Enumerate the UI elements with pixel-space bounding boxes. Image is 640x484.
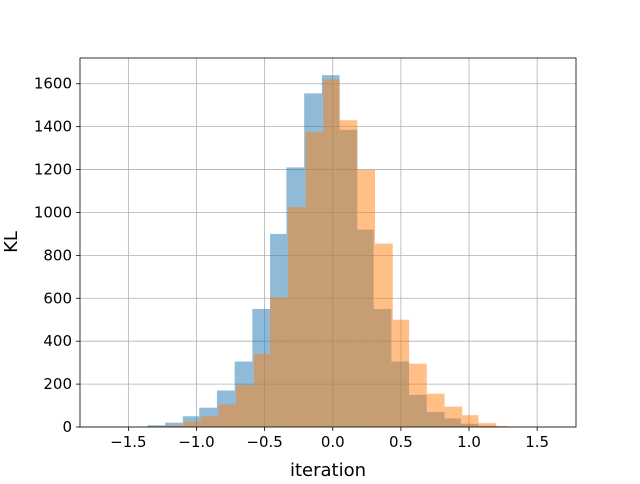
histogram-bar-series-2	[339, 120, 358, 427]
histogram-bar-series-2	[462, 415, 479, 427]
x-tick-label: −0.5	[246, 433, 282, 451]
y-tick-label: 1200	[34, 161, 72, 179]
y-tick-label: 800	[43, 246, 72, 264]
y-tick-label: 1000	[34, 203, 72, 221]
plot-frame	[79, 57, 577, 428]
histogram-bar-series-2	[392, 319, 410, 427]
x-tick-label: 1.5	[525, 433, 549, 451]
x-axis-label: iteration	[290, 460, 366, 480]
x-tick-label: 0.5	[389, 433, 413, 451]
bars-layer	[147, 75, 508, 428]
axes-layer: −1.5 −1.0 −0.5 0.0 0.5 1.0 1.5 0 200 400 600 800 100…	[34, 57, 577, 451]
y-tick-label: 1600	[34, 75, 72, 93]
y-tick-label: 200	[43, 375, 72, 393]
histogram-bar-series-2	[357, 169, 376, 427]
histogram-bar-series-2	[287, 207, 306, 427]
y-axis-label: KL	[1, 231, 22, 253]
y-tick-label: 0	[62, 418, 72, 436]
x-tick-label: 0.0	[321, 433, 345, 451]
x-tick-label: 1.0	[457, 433, 481, 451]
histogram-bar-series-1	[165, 422, 183, 427]
histogram-bar-series-2	[253, 354, 271, 427]
histogram-bar-series-2	[323, 79, 340, 427]
histogram-bar-series-2	[236, 385, 254, 427]
y-tick-label: 1400	[34, 118, 72, 136]
histogram-bar-series-2	[426, 393, 445, 427]
y-tick-label: 600	[43, 289, 72, 307]
histogram-bar-series-2	[200, 416, 219, 427]
histogram-bar-series-2	[375, 243, 393, 427]
histogram-bar-series-2	[496, 425, 508, 427]
histogram-bar-series-2	[166, 425, 185, 427]
histogram-bar-series-2	[270, 297, 288, 427]
histogram-bar-series-2	[478, 423, 497, 427]
x-tick-label: −1.5	[110, 433, 146, 451]
histogram-bar-series-2	[218, 404, 237, 427]
x-tick-label: −1.0	[178, 433, 214, 451]
histogram-bar-series-1	[147, 425, 166, 427]
histogram-bar-series-2	[305, 132, 324, 428]
histogram-bar-series-2	[444, 406, 463, 427]
histogram-bar-series-2	[409, 363, 427, 427]
histogram-bar-series-2	[184, 421, 201, 427]
y-tick-label: 400	[43, 332, 72, 350]
